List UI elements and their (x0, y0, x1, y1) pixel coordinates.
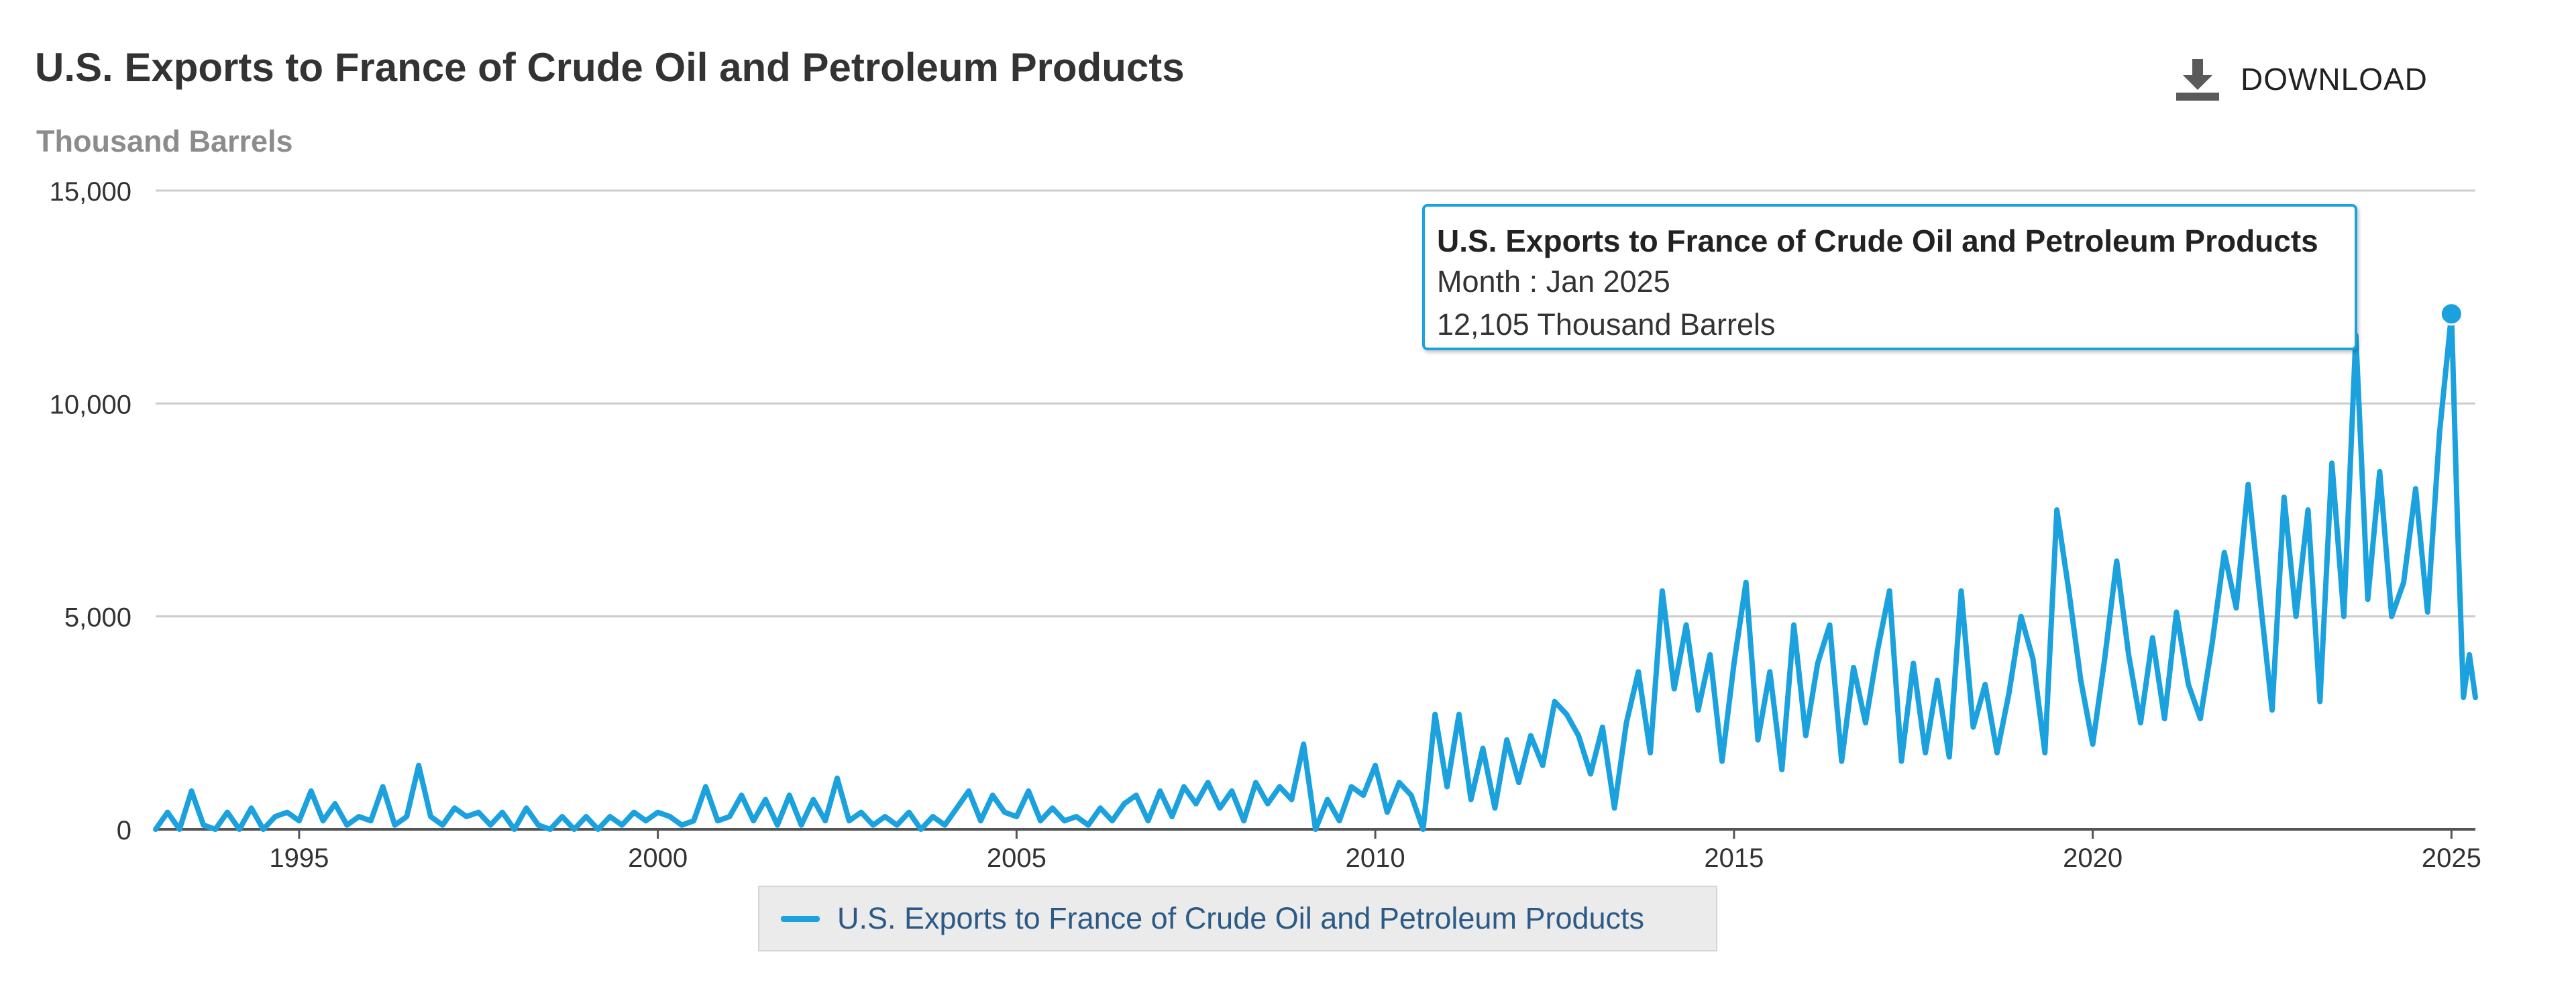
x-tick-label: 1995 (269, 843, 329, 873)
grid-layer (156, 189, 2475, 618)
download-icon (2176, 59, 2219, 101)
legend-item[interactable]: U.S. Exports to France of Crude Oil and … (758, 886, 1717, 951)
x-tick-label: 2010 (1346, 843, 1405, 873)
y-tick-label: 5,000 (64, 603, 131, 633)
download-button[interactable]: DOWNLOAD (2174, 52, 2428, 106)
highlight-point (2439, 302, 2463, 326)
x-tick-label: 2020 (2063, 843, 2123, 873)
y-tick-label: 0 (117, 816, 131, 845)
x-tick-label: 2005 (987, 843, 1046, 873)
y-tick-label: 15,000 (50, 177, 131, 207)
series-layer (153, 302, 2478, 832)
data-tooltip: U.S. Exports to France of Crude Oil and … (1422, 204, 2357, 350)
tooltip-value: 12,105 Thousand Barrels (1437, 307, 1776, 342)
x-tick-label: 2025 (2422, 843, 2481, 873)
legend-swatch (781, 915, 820, 922)
tooltip-month: Month : Jan 2025 (1437, 264, 1670, 299)
legend-label: U.S. Exports to France of Crude Oil and … (837, 901, 1645, 935)
download-label: DOWNLOAD (2241, 62, 2428, 97)
chart-title: U.S. Exports to France of Crude Oil and … (35, 45, 1185, 90)
x-tick-label: 2000 (628, 843, 688, 873)
x-tick-label: 2015 (1704, 843, 1764, 873)
y-tick-label: 10,000 (50, 390, 131, 419)
y-axis-unit-label: Thousand Barrels (36, 124, 293, 158)
tooltip-title: U.S. Exports to France of Crude Oil and … (1437, 223, 2318, 258)
series-line (153, 311, 2478, 832)
